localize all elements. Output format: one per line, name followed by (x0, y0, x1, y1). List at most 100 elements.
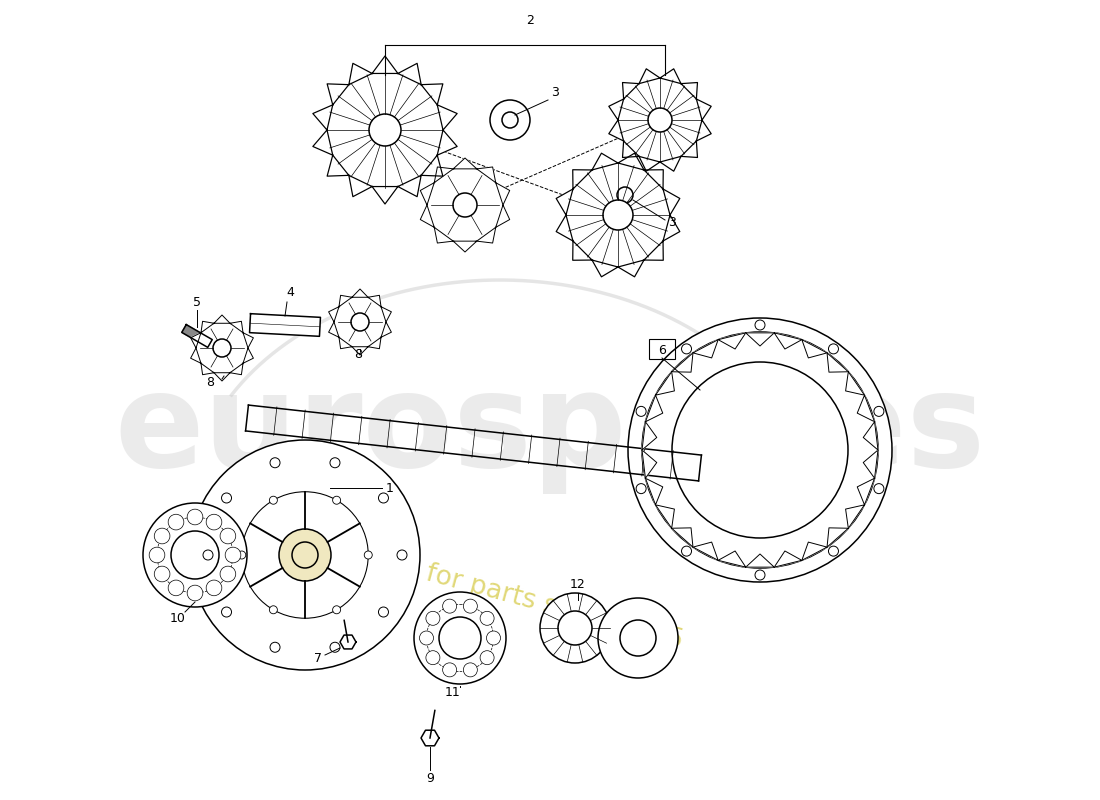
Circle shape (442, 599, 456, 613)
Polygon shape (476, 167, 496, 182)
Polygon shape (243, 348, 253, 363)
Circle shape (196, 322, 248, 374)
Circle shape (351, 313, 369, 331)
Polygon shape (618, 153, 644, 170)
Polygon shape (696, 99, 712, 120)
Circle shape (439, 617, 481, 659)
Polygon shape (339, 338, 352, 349)
Circle shape (828, 344, 838, 354)
Polygon shape (352, 346, 368, 355)
Text: eurospaRes: eurospaRes (114, 366, 986, 494)
Circle shape (168, 580, 184, 596)
Circle shape (453, 193, 477, 217)
Polygon shape (339, 295, 352, 306)
Polygon shape (381, 322, 392, 338)
Circle shape (558, 611, 592, 645)
Polygon shape (453, 241, 476, 252)
Polygon shape (573, 241, 592, 260)
Polygon shape (623, 82, 639, 99)
Polygon shape (718, 551, 746, 567)
Polygon shape (646, 395, 663, 422)
Circle shape (238, 551, 245, 559)
Circle shape (332, 496, 341, 504)
Polygon shape (368, 295, 381, 306)
Polygon shape (592, 260, 618, 277)
Text: 5: 5 (192, 295, 201, 309)
Polygon shape (214, 373, 230, 381)
Circle shape (368, 114, 402, 146)
Circle shape (187, 509, 202, 525)
Polygon shape (434, 167, 453, 182)
Polygon shape (642, 422, 657, 450)
Polygon shape (827, 528, 848, 547)
Circle shape (270, 642, 280, 652)
Polygon shape (827, 353, 848, 372)
Circle shape (279, 529, 331, 581)
Circle shape (187, 585, 202, 601)
Polygon shape (329, 322, 339, 338)
Polygon shape (656, 505, 674, 528)
Circle shape (682, 546, 692, 556)
Polygon shape (327, 84, 349, 105)
Polygon shape (243, 333, 253, 348)
Polygon shape (639, 156, 660, 171)
Circle shape (442, 663, 456, 677)
Circle shape (605, 175, 645, 215)
Circle shape (598, 598, 678, 678)
Circle shape (490, 100, 530, 140)
Polygon shape (421, 730, 439, 746)
Text: 9: 9 (426, 771, 433, 785)
Circle shape (221, 607, 231, 617)
Circle shape (330, 458, 340, 468)
Circle shape (618, 78, 702, 162)
Polygon shape (438, 130, 458, 155)
Circle shape (221, 493, 231, 503)
Circle shape (378, 493, 388, 503)
Text: 12: 12 (570, 578, 586, 591)
Circle shape (213, 339, 231, 357)
Polygon shape (421, 155, 443, 176)
Polygon shape (672, 528, 693, 547)
Polygon shape (608, 120, 624, 141)
Polygon shape (250, 314, 320, 336)
Polygon shape (352, 289, 368, 298)
Polygon shape (639, 69, 660, 84)
Text: 1: 1 (386, 482, 394, 494)
Polygon shape (398, 175, 421, 197)
Polygon shape (329, 306, 339, 322)
Circle shape (150, 547, 165, 563)
Circle shape (873, 484, 884, 494)
Polygon shape (656, 372, 674, 395)
Polygon shape (557, 215, 573, 241)
Circle shape (566, 163, 670, 267)
Circle shape (672, 362, 848, 538)
Polygon shape (557, 189, 573, 215)
Polygon shape (857, 395, 874, 422)
Text: 8: 8 (206, 375, 214, 389)
Polygon shape (434, 227, 453, 243)
Polygon shape (312, 105, 332, 130)
Circle shape (154, 528, 169, 544)
Polygon shape (660, 156, 681, 171)
Polygon shape (420, 205, 434, 227)
Circle shape (463, 599, 477, 613)
Polygon shape (381, 306, 392, 322)
Text: a passion for parts since 1985: a passion for parts since 1985 (294, 526, 686, 654)
Polygon shape (372, 186, 398, 204)
Polygon shape (438, 105, 458, 130)
Polygon shape (190, 348, 201, 363)
Polygon shape (693, 542, 718, 560)
Text: 10: 10 (170, 611, 186, 625)
Polygon shape (214, 315, 230, 323)
Polygon shape (774, 333, 802, 349)
Circle shape (168, 514, 184, 530)
Circle shape (190, 440, 420, 670)
Circle shape (636, 406, 646, 416)
Polygon shape (718, 333, 746, 349)
Circle shape (270, 606, 277, 614)
Polygon shape (453, 158, 476, 169)
Circle shape (334, 296, 386, 348)
Circle shape (540, 593, 611, 663)
Circle shape (220, 528, 235, 544)
Circle shape (828, 546, 838, 556)
